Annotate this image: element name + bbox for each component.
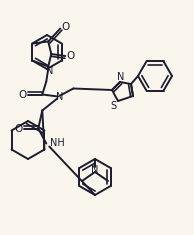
Text: S: S xyxy=(110,101,116,111)
Text: N: N xyxy=(56,93,63,102)
Text: O: O xyxy=(66,51,74,61)
Text: O: O xyxy=(61,21,69,31)
Text: O: O xyxy=(14,124,22,133)
Text: N: N xyxy=(46,66,53,75)
Text: NH: NH xyxy=(50,138,65,149)
Text: N: N xyxy=(91,165,99,175)
Text: N: N xyxy=(117,72,125,82)
Text: O: O xyxy=(18,90,26,99)
